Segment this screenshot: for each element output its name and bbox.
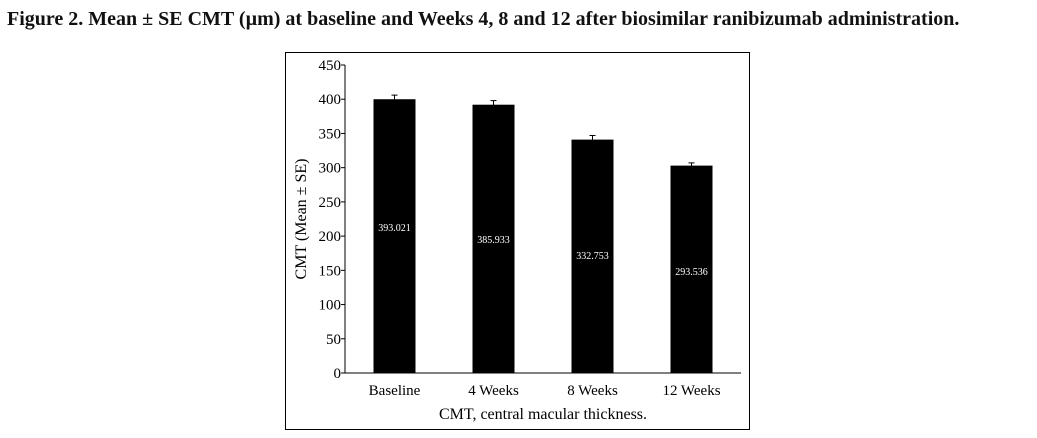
data-label: 393.021: [378, 223, 411, 234]
y-tick-label: 50: [326, 332, 341, 348]
x-tick-label: 12 Weeks: [662, 383, 720, 399]
data-label: 385.933: [477, 235, 510, 246]
x-axis-title: CMT, central macular thickness.: [439, 406, 647, 423]
bar: [571, 139, 614, 373]
x-tick-label: 4 Weeks: [468, 383, 519, 399]
y-tick-label: 150: [319, 263, 342, 279]
bar-chart: 0 50 100 150 200 250 300 350 400 450 393.021 385.9…: [293, 58, 741, 423]
bar: [472, 104, 515, 373]
bar: [670, 165, 713, 373]
x-tick-label: 8 Weeks: [567, 383, 618, 399]
y-tick-label: 350: [319, 126, 342, 142]
data-label: 332.753: [576, 251, 609, 262]
data-label: 293.536: [675, 267, 708, 278]
x-axis: Baseline 4 Weeks 8 Weeks 12 Weeks: [345, 372, 741, 399]
y-tick-label: 450: [319, 58, 342, 74]
bar: [373, 99, 416, 373]
y-axis: 0 50 100 150 200 250 300 350 400 450: [319, 58, 346, 382]
y-tick-label: 100: [319, 298, 342, 314]
y-tick-label: 200: [319, 229, 342, 245]
chart-frame: 0 50 100 150 200 250 300 350 400 450 393.021 385.9…: [285, 52, 750, 430]
data-labels: 393.021 385.933 332.753 293.536: [378, 223, 708, 278]
y-tick-label: 250: [319, 195, 342, 211]
y-tick-label: 400: [319, 92, 342, 108]
y-tick-label: 300: [319, 161, 342, 177]
bars: [373, 94, 713, 373]
figure-title: Figure 2. Mean ± SE CMT (µm) at baseline…: [7, 8, 960, 30]
x-tick-label: Baseline: [369, 383, 421, 399]
y-tick-label: 0: [334, 366, 342, 382]
y-axis-title: CMT (Mean ± SE): [293, 159, 310, 280]
